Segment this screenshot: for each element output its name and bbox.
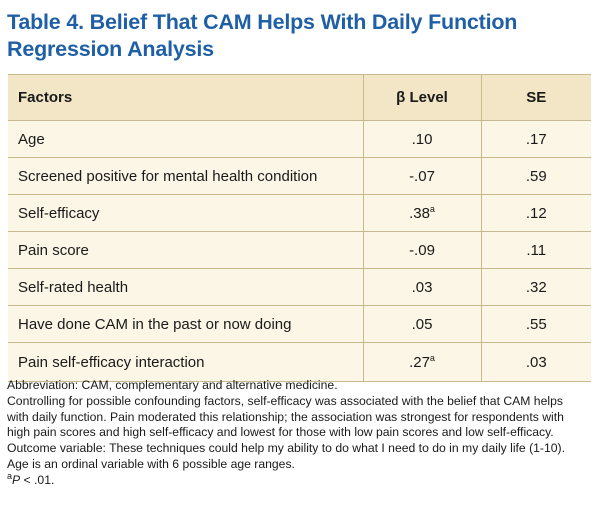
se-cell: .12 xyxy=(480,194,591,232)
beta-cell: -.07 xyxy=(362,157,481,195)
factor-cell: Self-rated health xyxy=(8,268,363,306)
significance-superscript: a xyxy=(429,203,435,214)
table-row: Pain self-efficacy interaction .27a .03 xyxy=(8,342,591,382)
table-title-line-2: Regression Analysis xyxy=(7,37,214,61)
se-cell: .11 xyxy=(480,231,591,269)
table-row: Pain score -.09 .11 xyxy=(8,231,591,269)
se-cell: .59 xyxy=(480,157,591,195)
abbreviation-note: Abbreviation: CAM, complementary and alt… xyxy=(7,378,338,392)
factor-cell: Screened positive for mental health cond… xyxy=(8,157,363,195)
beta-cell: .03 xyxy=(362,268,481,306)
factor-cell: Age xyxy=(8,120,363,158)
beta-cell: -.09 xyxy=(362,231,481,269)
se-cell: .55 xyxy=(480,305,591,343)
beta-cell: .10 xyxy=(362,120,481,158)
header-factors: Factors xyxy=(8,74,363,121)
table-title: Table 4. Belief That CAM Helps With Dail… xyxy=(7,9,587,63)
beta-value: .38 xyxy=(409,204,430,222)
table-row: Self-rated health .03 .32 xyxy=(8,268,591,306)
significance-superscript: a xyxy=(429,352,435,363)
significance-footnote: aP < .01. xyxy=(7,470,587,489)
header-se: SE xyxy=(480,74,591,121)
footnote-p: P xyxy=(12,472,21,487)
controlling-note: Controlling for possible confounding fac… xyxy=(7,393,564,440)
table-row: Self-efficacy .38a .12 xyxy=(8,194,591,232)
outcome-note: Outcome variable: These techniques could… xyxy=(7,441,565,471)
beta-value: .27 xyxy=(409,353,430,371)
beta-cell: .05 xyxy=(362,305,481,343)
footnote-text: < .01. xyxy=(20,472,55,487)
table-row: Screened positive for mental health cond… xyxy=(8,157,591,195)
factor-cell: Self-efficacy xyxy=(8,194,363,232)
header-beta-level: β Level xyxy=(362,74,481,121)
beta-cell: .27a xyxy=(362,342,481,382)
footnote-superscript: a xyxy=(7,470,13,481)
factor-cell: Have done CAM in the past or now doing xyxy=(8,305,363,343)
factor-cell: Pain score xyxy=(8,231,363,269)
beta-cell: .38a xyxy=(362,194,481,232)
factor-cell: Pain self-efficacy interaction xyxy=(8,342,363,382)
beta-value: .10 xyxy=(411,130,433,148)
regression-table: Factors β Level SE Age .10 .17 Screened … xyxy=(8,74,591,382)
table-row: Age .10 .17 xyxy=(8,120,591,158)
table-row: Have done CAM in the past or now doing .… xyxy=(8,305,591,343)
beta-value: -.07 xyxy=(409,167,435,185)
table-title-line-1: Table 4. Belief That CAM Helps With Dail… xyxy=(7,10,518,34)
beta-value: -.09 xyxy=(409,241,435,259)
se-cell: .03 xyxy=(480,342,591,382)
se-cell: .32 xyxy=(480,268,591,306)
table-notes: Abbreviation: CAM, complementary and alt… xyxy=(7,378,587,489)
beta-value: .03 xyxy=(411,278,433,296)
beta-value: .05 xyxy=(411,315,433,333)
table-header-row: Factors β Level SE xyxy=(8,74,591,121)
se-cell: .17 xyxy=(480,120,591,158)
